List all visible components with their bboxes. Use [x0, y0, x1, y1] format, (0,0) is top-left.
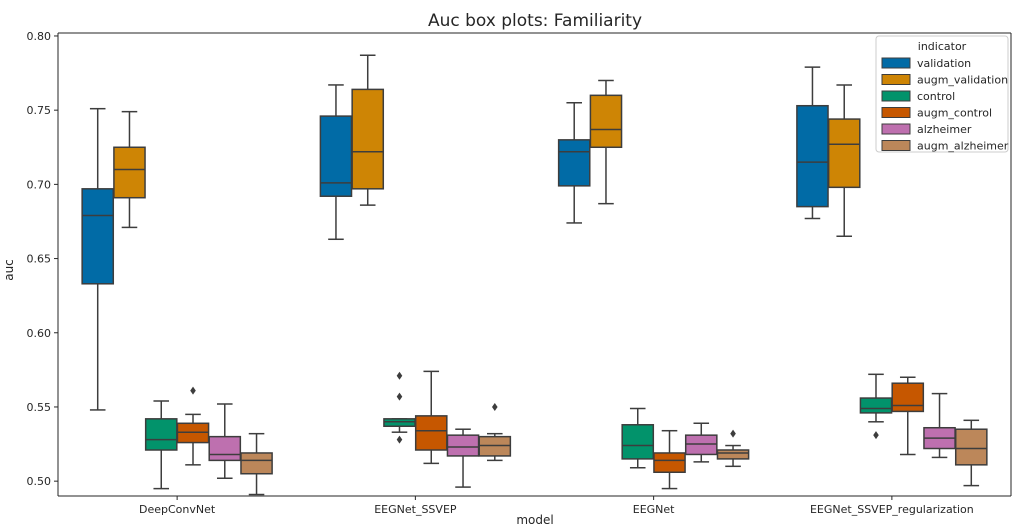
- legend-title: indicator: [918, 40, 967, 53]
- box-iqr: [351, 88, 385, 190]
- box-iqr: [589, 94, 623, 149]
- chart-title: Auc box plots: Familiarity: [428, 11, 642, 31]
- y-axis-label: auc: [2, 259, 16, 281]
- box-augm_alzheimer-EEGNet_SSVEP: [478, 402, 512, 462]
- box-control-EEGNet_SSVEP: [383, 371, 416, 444]
- box-iqr: [113, 146, 146, 199]
- box-augm_validation-EEGNet: [589, 79, 623, 205]
- box-augm_validation-EEGNet_SSVEP: [351, 54, 385, 206]
- y-tick-label: 0.70: [27, 178, 52, 191]
- box-iqr: [81, 188, 115, 285]
- legend-swatch-alzheimer: [881, 123, 911, 135]
- y-tick-label: 0.55: [27, 401, 52, 414]
- legend-label-augm_validation: augm_validation: [917, 74, 1008, 87]
- box-iqr: [621, 424, 655, 460]
- legend-swatch-augm_control: [881, 107, 911, 118]
- box-iqr: [891, 382, 925, 413]
- legend-swatch-augm_validation: [881, 74, 911, 85]
- box-augm_validation-DeepConvNet: [113, 110, 146, 229]
- box-augm_validation-EEGNet_SSVEP_regularization: [827, 84, 861, 238]
- box-control-EEGNet: [621, 407, 655, 469]
- box-validation-EEGNet_SSVEP_regularization: [796, 66, 829, 220]
- y-tick-label: 0.60: [27, 327, 52, 340]
- y-tick-label: 0.65: [27, 253, 52, 266]
- series-augm_alzheimer: [240, 402, 988, 496]
- outlier-point: [396, 371, 403, 380]
- y-tick-label: 0.50: [27, 475, 52, 488]
- series-validation: [81, 66, 829, 411]
- box-iqr: [827, 118, 861, 189]
- legend-label-alzheimer: alzheimer: [917, 123, 972, 136]
- box-control-EEGNet_SSVEP_regularization: [859, 373, 893, 440]
- y-tick-label: 0.75: [27, 104, 52, 117]
- plot-area: [58, 32, 1012, 496]
- box-iqr: [240, 452, 273, 475]
- legend-swatch-augm_alzheimer: [881, 140, 911, 151]
- box-alzheimer-EEGNet: [684, 422, 718, 463]
- box-alzheimer-DeepConvNet: [208, 403, 242, 479]
- x-axis-label: model: [516, 513, 553, 527]
- outlier-point: [491, 402, 498, 411]
- legend-swatch-validation: [881, 57, 911, 69]
- box-validation-EEGNet_SSVEP: [319, 84, 353, 241]
- box-control-DeepConvNet: [144, 400, 178, 490]
- legend-label-augm_control: augm_control: [917, 107, 992, 120]
- box-iqr: [208, 435, 242, 462]
- outlier-point: [873, 431, 879, 440]
- box-augm_alzheimer-DeepConvNet: [240, 432, 273, 496]
- legend-swatch-control: [881, 90, 911, 102]
- box-augm_alzheimer-EEGNet_SSVEP_regularization: [954, 419, 988, 487]
- x-tick-label: EEGNet_SSVEP: [374, 503, 457, 516]
- box-iqr: [319, 115, 353, 197]
- box-augm_control-DeepConvNet: [176, 386, 210, 466]
- box-iqr: [796, 104, 829, 208]
- box-validation-EEGNet: [557, 101, 591, 224]
- box-augm_control-EEGNet_SSVEP: [414, 370, 448, 465]
- box-alzheimer-EEGNet_SSVEP: [446, 428, 480, 488]
- box-iqr: [446, 434, 480, 457]
- box-iqr: [954, 428, 988, 466]
- y-axis: 0.50 0.55 0.60 0.65 0.70 0.75 0.80: [27, 30, 59, 496]
- outlier-point: [396, 392, 403, 401]
- legend-label-validation: validation: [917, 57, 971, 70]
- series-augm_validation: [113, 54, 861, 238]
- box-iqr: [716, 449, 750, 460]
- box-validation-DeepConvNet: [81, 107, 115, 411]
- box-augm_control-EEGNet: [653, 429, 686, 490]
- y-tick-label: 0.80: [27, 30, 52, 43]
- outlier-point: [396, 435, 403, 444]
- x-tick-label: EEGNet: [633, 503, 675, 516]
- box-iqr: [414, 415, 448, 451]
- x-axis: DeepConvNet EEGNet_SSVEP EEGNet EEGNet_SSVE…: [58, 495, 1011, 516]
- x-tick-label: DeepConvNet: [139, 503, 216, 516]
- box-augm_alzheimer-EEGNet: [716, 429, 750, 468]
- series-alzheimer: [208, 392, 956, 488]
- box-augm_control-EEGNet_SSVEP_regularization: [891, 376, 925, 456]
- legend-label-control: control: [917, 90, 955, 103]
- legend-label-augm_alzheimer: augm_alzheimer: [917, 140, 1009, 153]
- box-iqr: [653, 452, 686, 474]
- series-augm_control: [176, 370, 925, 490]
- legend: indicator validation augm_validationcontr…: [875, 35, 1009, 153]
- series-control: [144, 371, 893, 490]
- box-iqr: [144, 418, 178, 451]
- outlier-point: [730, 429, 736, 438]
- outlier-point: [190, 386, 196, 395]
- box-iqr: [557, 139, 591, 187]
- box-alzheimer-EEGNet_SSVEP_regularization: [923, 392, 956, 459]
- x-tick-label: EEGNet_SSVEP_regularization: [810, 503, 974, 516]
- box-iqr: [859, 397, 893, 414]
